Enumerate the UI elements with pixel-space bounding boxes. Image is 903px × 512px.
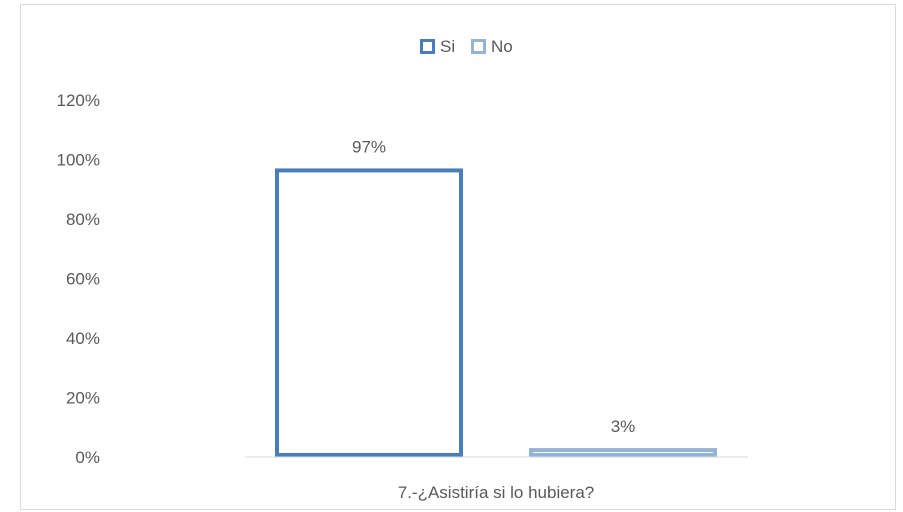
x-axis: 7.-¿Asistiría si lo hubiera?	[398, 483, 595, 502]
bar-no	[529, 448, 717, 458]
y-tick-label: 0%	[75, 448, 100, 467]
data-label-si: 97%	[352, 137, 386, 156]
legend: Si No	[420, 37, 513, 56]
y-tick-label: 80%	[66, 210, 100, 229]
bar-si	[275, 168, 463, 458]
legend-swatch-si	[420, 39, 435, 54]
legend-label-no: No	[491, 37, 513, 56]
legend-swatch-no	[471, 39, 486, 54]
data-label-no: 3%	[611, 417, 636, 436]
y-tick-label: 120%	[57, 91, 100, 110]
legend-label-si: Si	[440, 37, 455, 56]
y-tick-label: 100%	[57, 151, 100, 170]
chart-frame	[20, 4, 896, 510]
y-tick-label: 60%	[66, 270, 100, 289]
y-axis: 0% 20% 40% 60% 80% 100% 120%	[57, 91, 100, 467]
bars	[275, 168, 717, 458]
data-labels: 97% 3%	[352, 137, 635, 436]
y-tick-label: 20%	[66, 389, 100, 408]
category-label: 7.-¿Asistiría si lo hubiera?	[398, 483, 595, 502]
y-tick-label: 40%	[66, 329, 100, 348]
